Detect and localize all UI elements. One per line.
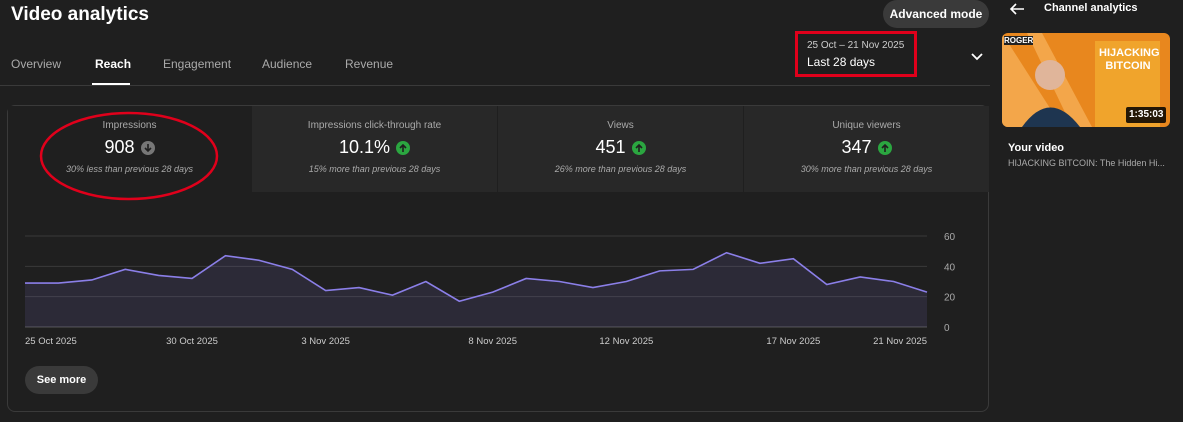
y-tick-label: 40 xyxy=(944,262,956,273)
video-thumbnail[interactable]: ROGER HIJACKING BITCOIN 1:35:03 xyxy=(1002,33,1170,127)
metric-label: Views xyxy=(607,120,634,131)
metric-value: 347 xyxy=(841,137,872,157)
tab[interactable]: Overview xyxy=(11,57,62,71)
chart: 0 20 40 60 25 Oct 2025 30 Oct 2025 3 Nov 2025 8… xyxy=(25,232,956,347)
x-tick-label: 25 Oct 2025 xyxy=(25,336,77,347)
up-icon xyxy=(877,140,892,155)
thumbnail-art xyxy=(1002,33,1166,127)
down-icon xyxy=(140,140,155,155)
metric-value: 451 xyxy=(595,137,626,157)
sidebar-title: Channel analytics xyxy=(1044,2,1138,14)
see-more-button[interactable]: See more xyxy=(25,366,98,394)
analytics-card xyxy=(7,105,989,412)
x-tick-label: 8 Nov 2025 xyxy=(468,336,517,347)
y-tick-label: 20 xyxy=(944,293,956,304)
metric-value: 10.1% xyxy=(338,137,391,157)
metric-change: 26% more than previous 28 days xyxy=(554,164,687,174)
tab[interactable]: Revenue xyxy=(345,57,394,71)
thumbnail-tag: ROGER xyxy=(1004,36,1034,45)
area xyxy=(25,252,927,327)
y-tick-label: 60 xyxy=(944,232,956,243)
up-icon xyxy=(396,140,411,155)
divider xyxy=(0,85,990,86)
x-tick-label: 12 Nov 2025 xyxy=(599,336,653,347)
tab-underline xyxy=(92,83,130,85)
x-tick-label: 21 Nov 2025 xyxy=(873,336,927,347)
up-icon xyxy=(631,140,646,155)
dropdown-icon[interactable] xyxy=(970,52,984,62)
date-period[interactable]: Last 28 days xyxy=(807,55,876,69)
metric-card[interactable]: Unique viewers 347 30% more than previou… xyxy=(744,106,989,192)
x-tick-label: 30 Oct 2025 xyxy=(166,336,218,347)
x-tick-label: 3 Nov 2025 xyxy=(301,336,350,347)
video-duration: 1:35:03 xyxy=(1129,109,1164,120)
metric-card[interactable]: Views 451 26% more than previous 28 days xyxy=(498,106,743,192)
tab-active[interactable]: Reach xyxy=(95,57,132,71)
metric-label: Impressions xyxy=(102,120,157,131)
y-tick-label: 0 xyxy=(944,323,950,334)
metric-change: 30% more than previous 28 days xyxy=(800,164,933,174)
metric-label: Unique viewers xyxy=(832,120,901,131)
metric-card[interactable]: Impressions 908 30% less than previous 2… xyxy=(8,106,251,192)
metric-value: 908 xyxy=(104,137,135,157)
thumbnail-text: HIJACKING BITCOIN xyxy=(1099,47,1160,72)
back-arrow[interactable] xyxy=(1009,2,1025,16)
metric-label: Impressions click-through rate xyxy=(307,120,442,131)
metric-card[interactable]: Impressions click-through rate 10.1% 15%… xyxy=(252,106,497,192)
metric-change: 15% more than previous 28 days xyxy=(308,164,441,174)
annotation-box xyxy=(795,31,917,77)
advanced-mode-button[interactable]: Advanced mode xyxy=(883,0,989,28)
page-title: Video analytics xyxy=(11,4,149,25)
video-title[interactable]: HIJACKING BITCOIN: The Hidden Hi... xyxy=(1008,158,1165,168)
tab[interactable]: Audience xyxy=(262,57,313,71)
your-video-label: Your video xyxy=(1008,142,1065,154)
metric-change: 30% less than previous 28 days xyxy=(65,164,194,174)
line xyxy=(25,251,928,303)
annotation-ellipse xyxy=(39,111,219,201)
date-range[interactable]: 25 Oct – 21 Nov 2025 xyxy=(807,40,905,51)
x-tick-label: 17 Nov 2025 xyxy=(766,336,820,347)
tab[interactable]: Engagement xyxy=(163,57,232,71)
